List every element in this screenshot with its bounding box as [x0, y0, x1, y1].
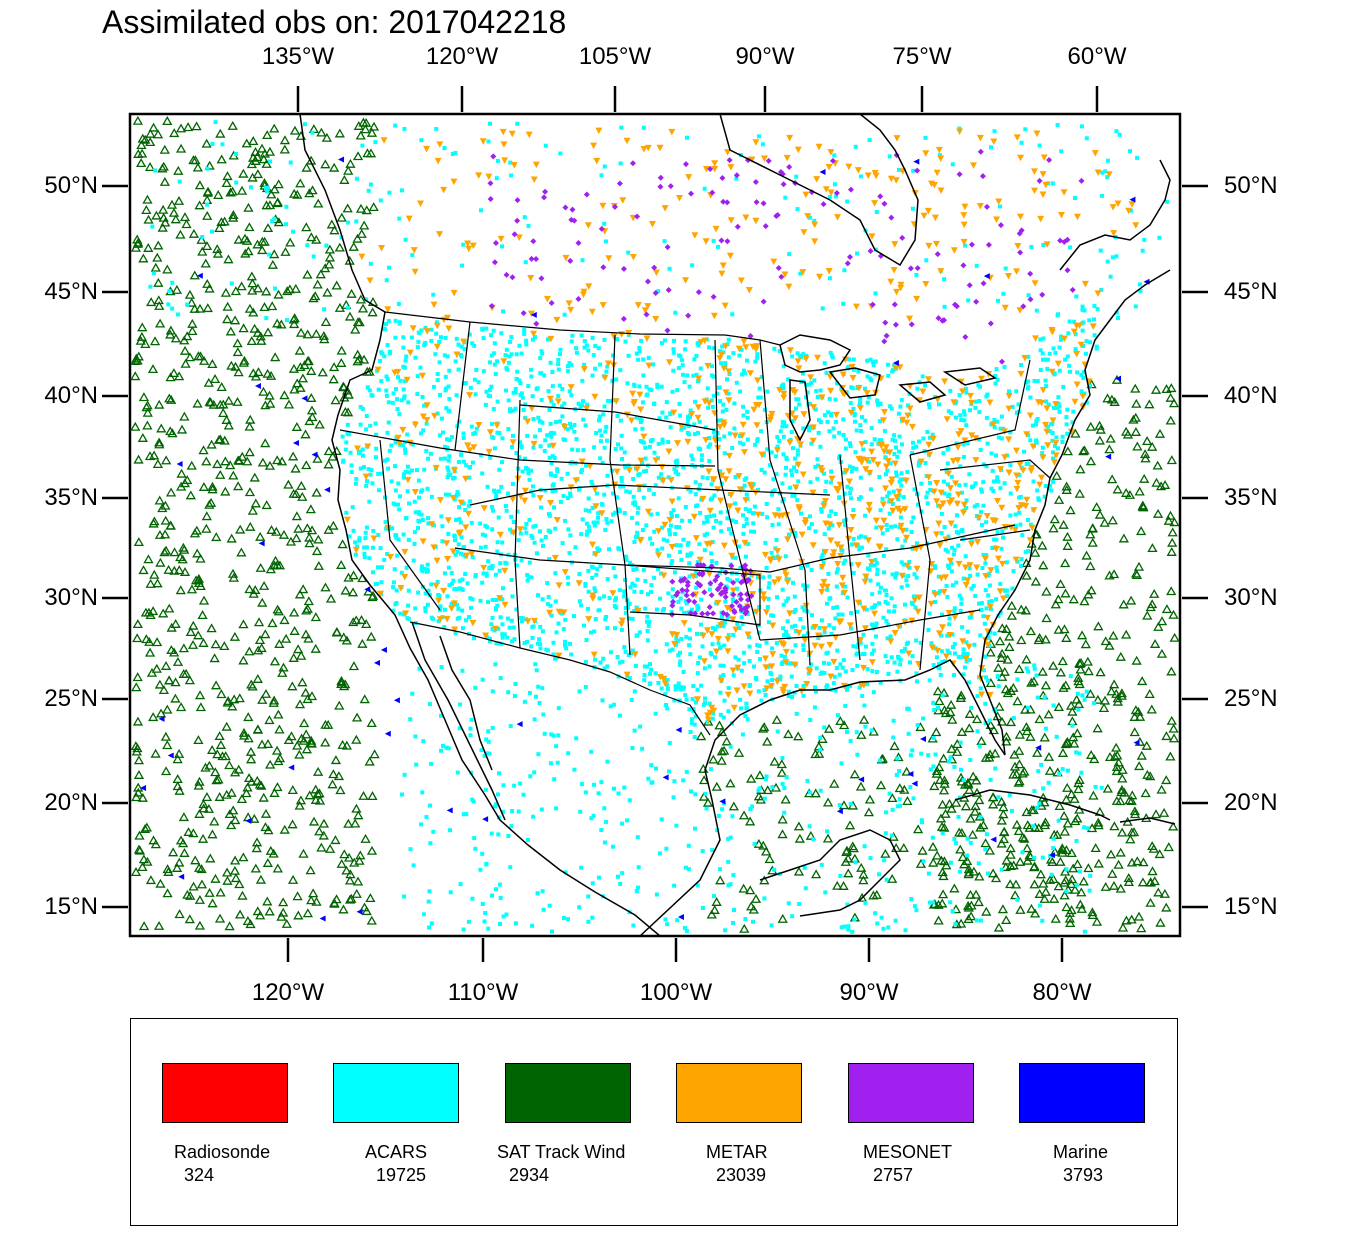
top-lon-label: 135°W [261, 43, 335, 70]
legend-label: MESONET [863, 1142, 953, 1162]
right-lat-label: 30°N [1224, 584, 1278, 611]
legend-swatch [162, 1063, 288, 1123]
legend-swatch [333, 1063, 459, 1123]
coastlines [299, 114, 1176, 936]
political-borders [339, 311, 1051, 736]
legend: Radiosonde 324 ACARS 19725 SAT Track Win… [130, 1018, 1178, 1226]
legend-count: 23039 [716, 1165, 767, 1185]
left-lat-label: 20°N [44, 789, 98, 816]
top-lon-label: 90°W [735, 43, 795, 70]
legend-swatch [1019, 1063, 1145, 1123]
map-frame [128, 112, 1182, 938]
map-title: Assimilated obs on: 2017042218 [102, 4, 567, 40]
right-lat-label: 25°N [1224, 685, 1278, 712]
right-lat-label: 40°N [1224, 382, 1278, 409]
bottom-lon-label: 100°W [639, 979, 713, 1006]
legend-swatch [848, 1063, 974, 1123]
left-lat-label: 50°N [44, 172, 98, 199]
top-tick-marks [296, 86, 1099, 112]
left-lat-label: 40°N [44, 382, 98, 409]
legend-swatch [505, 1063, 631, 1123]
bottom-lon-label: 110°W [447, 979, 519, 1006]
left-lat-label: 35°N [44, 484, 98, 511]
legend-count: 19725 [376, 1165, 427, 1185]
top-lon-label: 75°W [892, 43, 952, 70]
legend-count: 2934 [509, 1165, 550, 1185]
legend-label: Radiosonde [174, 1142, 271, 1162]
top-lon-label: 105°W [578, 43, 652, 70]
legend-label: METAR [706, 1142, 768, 1162]
right-lat-label: 20°N [1224, 789, 1278, 816]
left-lat-label: 15°N [44, 893, 98, 920]
top-lon-label: 120°W [425, 43, 499, 70]
left-lat-label: 45°N [44, 278, 98, 305]
bottom-lon-label: 90°W [839, 979, 899, 1006]
bottom-lon-label: 120°W [251, 979, 325, 1006]
legend-label: SAT Track Wind [497, 1142, 626, 1162]
legend-label: Marine [1053, 1142, 1109, 1162]
left-lat-label: 30°N [44, 584, 98, 611]
legend-swatch [676, 1063, 802, 1123]
observation-points [130, 115, 1180, 934]
lat-tick-marks [102, 184, 1208, 909]
legend-label: ACARS [365, 1142, 428, 1162]
legend-count: 2757 [873, 1165, 914, 1185]
left-lat-label: 25°N [44, 685, 98, 712]
legend-count: 3793 [1063, 1165, 1104, 1185]
right-lat-label: 15°N [1224, 893, 1278, 920]
legend-count: 324 [184, 1165, 215, 1185]
right-lat-label: 45°N [1224, 278, 1278, 305]
bottom-lon-label: 80°W [1032, 979, 1092, 1006]
bottom-tick-marks [286, 938, 1064, 962]
right-lat-label: 50°N [1224, 172, 1278, 199]
top-lon-label: 60°W [1067, 43, 1127, 70]
right-lat-label: 35°N [1224, 484, 1278, 511]
